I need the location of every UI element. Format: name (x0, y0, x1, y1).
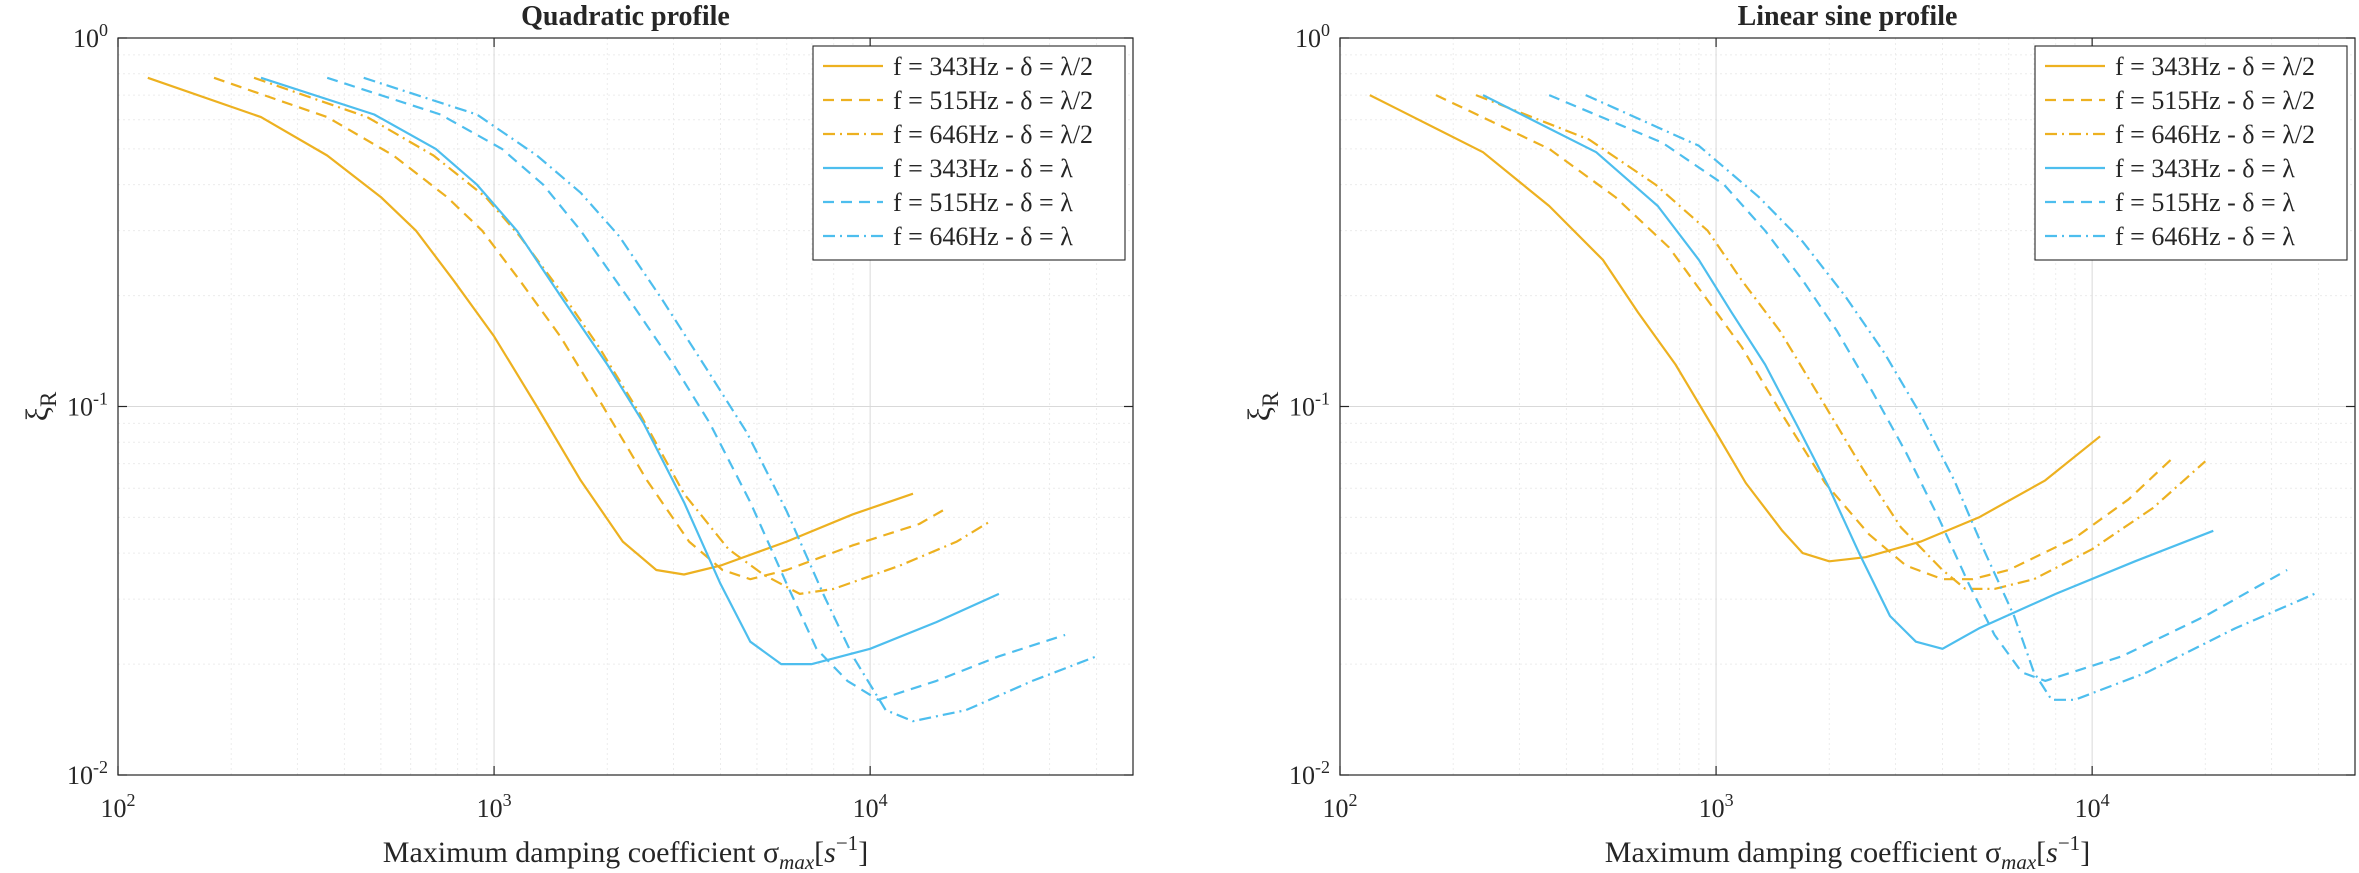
series-line-0 (1369, 94, 2101, 563)
x-tick-label: 103 (477, 790, 512, 823)
legend-entry-3: f = 343Hz - δ = λ (893, 154, 1073, 183)
y-tick-label: 100 (73, 20, 108, 53)
x-axis-label: Maximum damping coefficient σmax[s−1] (383, 831, 868, 873)
chart-title: Linear sine profile (1738, 1, 1958, 32)
chart-title: Quadratic profile (521, 1, 730, 32)
y-axis-label: ξR (19, 391, 61, 421)
series-line-1 (1435, 94, 2175, 581)
legend-box (2034, 45, 2348, 261)
legend-entry-0: f = 343Hz - δ = λ/2 (2115, 52, 2315, 81)
legend-entry-5: f = 646Hz - δ = λ (893, 222, 1073, 251)
legend-entry-2: f = 646Hz - δ = λ/2 (893, 120, 1093, 149)
legend-entry-1: f = 515Hz - δ = λ/2 (2115, 86, 2315, 115)
series-line-1 (213, 76, 948, 581)
legend-entry-2: f = 646Hz - δ = λ/2 (2115, 120, 2315, 149)
chart-panel-quadratic: 102 103 104 10-2 10-1 100 Quadratic profile Max… (19, 1, 1134, 873)
legend-entry-1: f = 515Hz - δ = λ/2 (893, 86, 1093, 115)
x-tick-label: 102 (1323, 790, 1358, 823)
y-tick-label: 10-2 (67, 757, 108, 790)
legend: f = 343Hz - δ = λ/2 f = 515Hz - δ = λ/2 f … (812, 45, 1126, 261)
series-line-2 (1475, 94, 2207, 590)
series-line-5 (1585, 94, 2315, 701)
legend: f = 343Hz - δ = λ/2 f = 515Hz - δ = λ/2 f … (2034, 45, 2348, 261)
legend-entry-3: f = 343Hz - δ = λ (2115, 154, 2295, 183)
series-line-3 (1482, 94, 2214, 650)
y-tick-label: 10-2 (1289, 757, 1330, 790)
y-tick-label: 10-1 (1289, 389, 1330, 422)
series-line-5 (363, 76, 1097, 723)
series-line-2 (253, 76, 992, 595)
x-tick-label: 104 (2075, 790, 2110, 823)
legend-entry-4: f = 515Hz - δ = λ (893, 188, 1073, 217)
chart-panel-linear-sine: 102 103 104 10-2 10-1 100 Linear sine profile M… (1241, 1, 2356, 873)
x-axis-label: Maximum damping coefficient σmax[s−1] (1605, 831, 2090, 873)
y-tick-label: 100 (1295, 20, 1330, 53)
legend-entry-5: f = 646Hz - δ = λ (2115, 222, 2295, 251)
x-tick-label: 104 (853, 790, 888, 823)
x-tick-label: 102 (101, 790, 136, 823)
legend-box (812, 45, 1126, 261)
legend-entry-0: f = 343Hz - δ = λ/2 (893, 52, 1093, 81)
series-line-3 (260, 76, 1000, 666)
x-tick-label: 103 (1699, 790, 1734, 823)
series-line-4 (1548, 94, 2288, 682)
y-axis-label: ξR (1241, 391, 1283, 421)
series-line-0 (147, 76, 914, 576)
y-tick-label: 10-1 (67, 389, 108, 422)
series-line-4 (326, 76, 1066, 701)
legend-entry-4: f = 515Hz - δ = λ (2115, 188, 2295, 217)
